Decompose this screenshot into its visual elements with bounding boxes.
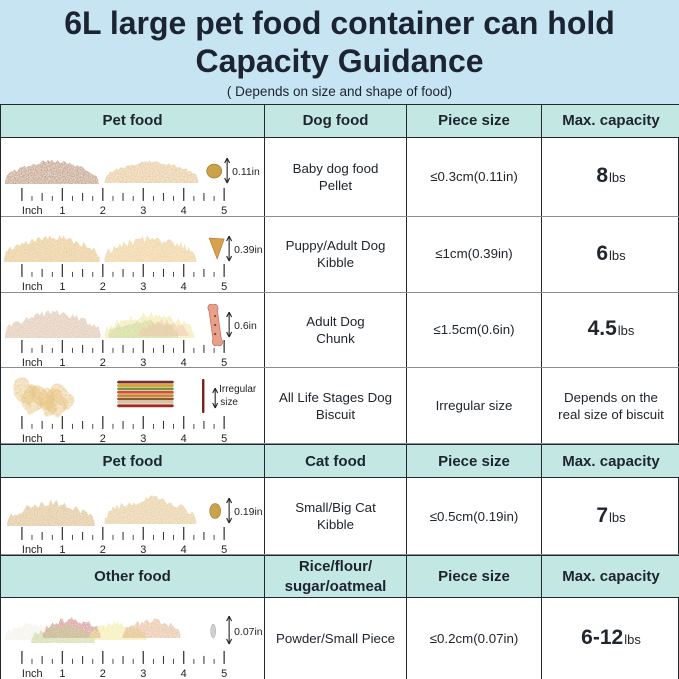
svg-text:3: 3 (140, 205, 146, 216)
svg-text:5: 5 (221, 205, 227, 216)
svg-text:2: 2 (100, 543, 106, 554)
svg-text:1: 1 (59, 281, 65, 292)
svg-text:2: 2 (100, 281, 106, 292)
svg-text:2: 2 (100, 432, 106, 443)
svg-text:3: 3 (140, 543, 146, 554)
svg-text:0.11in: 0.11in (232, 167, 260, 178)
svg-text:Inch: Inch (22, 543, 43, 554)
svg-text:4: 4 (181, 205, 187, 216)
svg-text:1: 1 (59, 432, 65, 443)
svg-text:1: 1 (59, 357, 65, 367)
svg-text:5: 5 (221, 281, 227, 292)
svg-text:1: 1 (59, 543, 65, 554)
svg-text:0.39in: 0.39in (234, 245, 263, 256)
svg-text:5: 5 (221, 543, 227, 554)
svg-text:4: 4 (181, 668, 187, 679)
svg-text:Inch: Inch (22, 432, 43, 443)
svg-text:Inch: Inch (22, 668, 43, 679)
svg-text:5: 5 (221, 432, 227, 443)
svg-text:0.6in: 0.6in (234, 321, 257, 332)
svg-text:2: 2 (100, 668, 106, 679)
svg-text:3: 3 (140, 357, 146, 367)
svg-text:Irregular: Irregular (219, 384, 257, 395)
svg-text:2: 2 (100, 357, 106, 367)
svg-text:size: size (220, 397, 238, 408)
svg-text:0.19in: 0.19in (234, 507, 263, 518)
svg-text:Inch: Inch (22, 357, 43, 367)
svg-text:4: 4 (181, 281, 187, 292)
svg-text:0.07in: 0.07in (234, 627, 263, 638)
svg-text:4: 4 (181, 432, 187, 443)
svg-text:1: 1 (59, 668, 65, 679)
svg-text:3: 3 (140, 281, 146, 292)
svg-text:Inch: Inch (22, 205, 43, 216)
svg-text:5: 5 (221, 357, 227, 367)
svg-text:2: 2 (100, 205, 106, 216)
svg-text:5: 5 (221, 668, 227, 679)
svg-text:4: 4 (181, 357, 187, 367)
svg-text:1: 1 (59, 205, 65, 216)
svg-text:3: 3 (140, 432, 146, 443)
svg-text:4: 4 (181, 543, 187, 554)
svg-text:3: 3 (140, 668, 146, 679)
svg-text:Inch: Inch (22, 281, 43, 292)
